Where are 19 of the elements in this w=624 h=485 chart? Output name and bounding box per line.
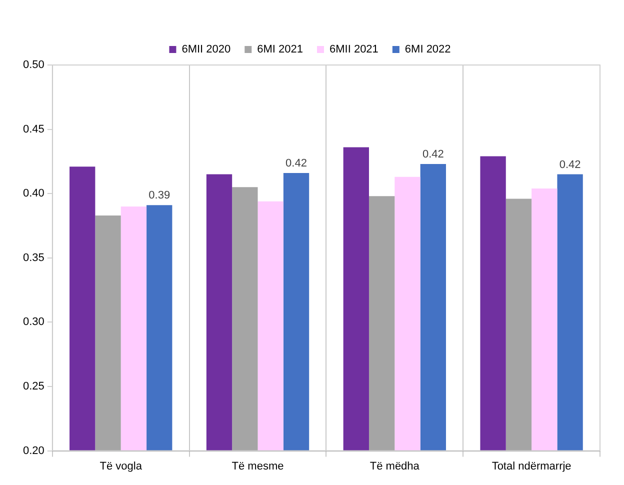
x-tick-label: Të vogla (100, 460, 143, 472)
legend-label: 6MII 2021 (330, 44, 378, 56)
y-tick-label: 0.50 (22, 59, 44, 72)
x-tick-label: Total ndërmarrje (492, 460, 572, 472)
legend-label: 6MI 2022 (404, 44, 451, 56)
legend-label: 6MII 2020 (182, 44, 231, 56)
y-tick-label: 0.35 (22, 252, 44, 264)
y-tick-label: 0.40 (22, 188, 44, 200)
x-tick-label: Të mesme (232, 460, 284, 472)
x-tick-label: Të mëdha (370, 460, 420, 472)
data-label: 0.42 (422, 148, 444, 161)
y-tick-label: 0.20 (22, 444, 44, 457)
data-label: 0.42 (286, 158, 307, 170)
y-tick-label: 0.30 (22, 316, 44, 328)
legend-label: 6MI 2021 (257, 44, 304, 56)
y-tick-label: 0.25 (22, 380, 44, 393)
data-label: 0.39 (148, 190, 170, 202)
data-label: 0.42 (559, 158, 581, 171)
y-tick-label: 0.45 (22, 123, 44, 136)
